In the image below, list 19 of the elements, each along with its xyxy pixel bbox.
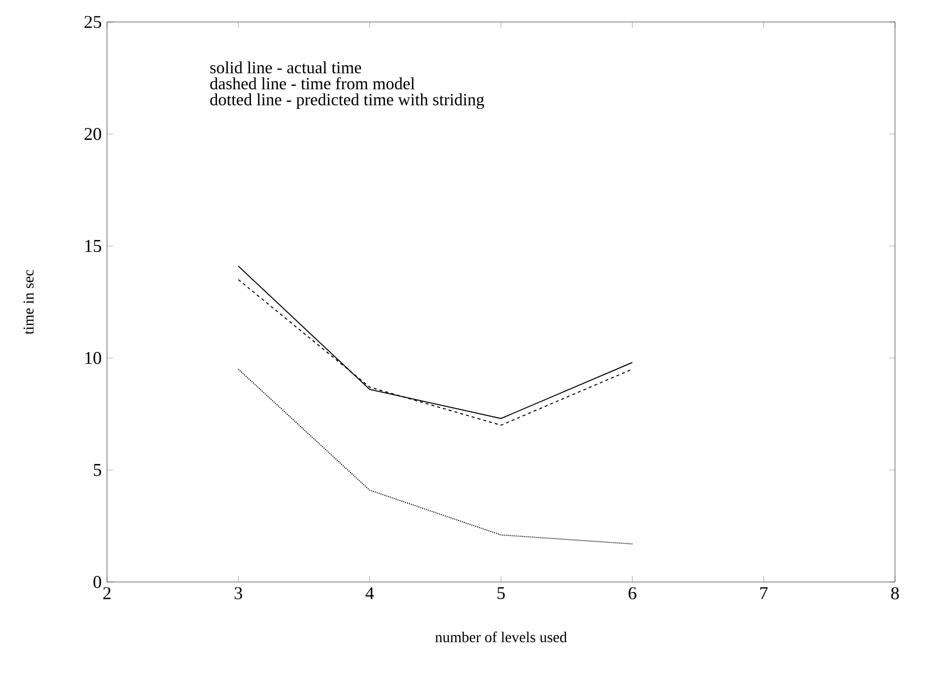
x-tick-label: 5	[498, 587, 505, 600]
y-tick-label: 20	[84, 128, 102, 140]
x-tick-label: 3	[234, 587, 242, 600]
annotation: dashed line - time from model	[210, 77, 415, 90]
annotation: dotted line - predicted time with striding	[210, 93, 484, 109]
x-tick-label: 4	[366, 587, 374, 600]
y-tick-label: 5	[94, 464, 102, 476]
x-tick-label: 2	[103, 587, 111, 600]
y-tick-label: 10	[85, 352, 102, 364]
annotation: solid line - actual time	[210, 61, 362, 74]
x-tick-label: 7	[760, 587, 768, 599]
x-tick-label: 8	[891, 587, 899, 600]
y-axis-title: time in sec	[24, 270, 34, 334]
y-tick-label: 25	[84, 16, 102, 28]
y-tick-label: 15	[85, 240, 102, 252]
x-tick-label: 6	[628, 587, 636, 600]
line-series	[238, 368, 633, 544]
x-axis-title: number of levels used	[435, 632, 567, 642]
y-tick-label: 0	[93, 576, 102, 588]
